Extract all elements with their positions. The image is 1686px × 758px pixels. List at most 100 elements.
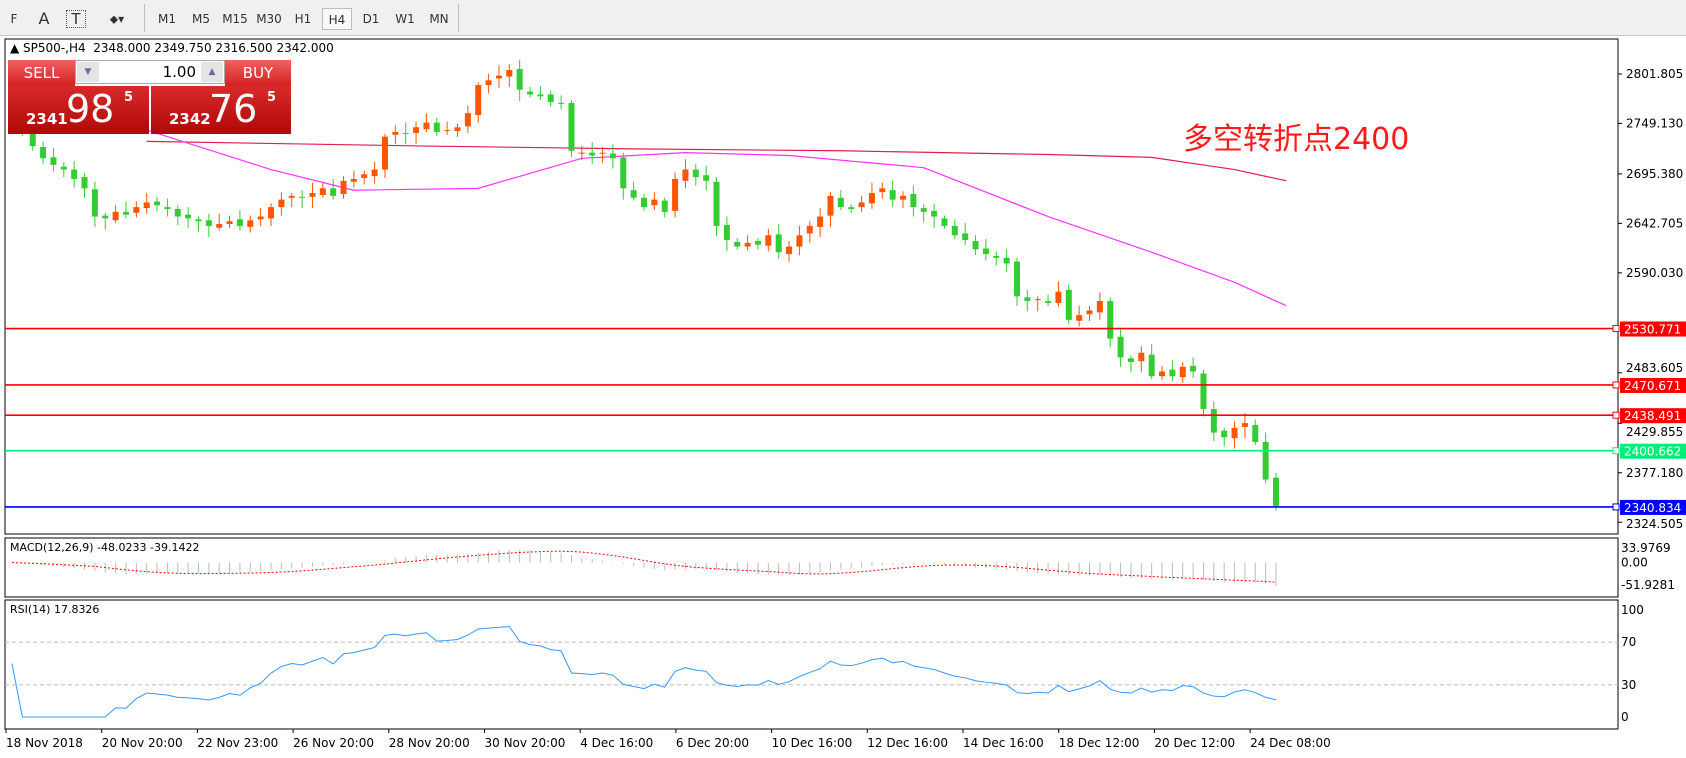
candle-body — [972, 240, 979, 250]
time-label: 14 Dec 16:00 — [963, 736, 1044, 750]
sell-price-main: 98 — [66, 87, 115, 131]
candle-body — [765, 235, 772, 246]
time-label: 26 Nov 20:00 — [293, 736, 374, 750]
sell-price[interactable]: 2341 98 5 — [8, 86, 149, 134]
macd-tick-label: 33.9769 — [1621, 541, 1671, 555]
candle-body — [1262, 441, 1269, 480]
candle-body — [723, 224, 730, 241]
price-label-bg — [1620, 321, 1686, 337]
candle-body — [537, 94, 544, 97]
line-handle — [1612, 447, 1620, 455]
timeframe-mn[interactable]: MN — [429, 12, 449, 26]
candle-body — [1190, 365, 1197, 372]
volume-value[interactable]: 1.00 — [162, 63, 196, 81]
candle-body — [1003, 257, 1010, 264]
price-label: 2530.771 — [1624, 323, 1681, 337]
candle-body — [713, 181, 720, 226]
timeframe-w1[interactable]: W1 — [395, 12, 415, 26]
candle-body — [299, 196, 306, 198]
rsi-pane — [4, 599, 1619, 730]
price-tick-label: 2483.605 — [1626, 361, 1683, 375]
line-handle — [1612, 325, 1620, 333]
time-label: 4 Dec 16:00 — [580, 736, 653, 750]
candle-body — [381, 136, 388, 170]
price-tick-label: 2749.130 — [1626, 116, 1683, 130]
candle-body — [900, 195, 907, 200]
candle-body — [1034, 299, 1041, 301]
price-label-bg — [1620, 408, 1686, 424]
candle-body — [879, 188, 886, 193]
time-label: 30 Nov 20:00 — [485, 736, 566, 750]
line-handle — [1612, 411, 1620, 419]
text-tool-icon[interactable]: A — [38, 9, 50, 28]
symbol-info: SP500-,H4 — [23, 41, 86, 55]
candle-body — [661, 200, 668, 212]
chart-canvas[interactable]: 2801.805 2749.130 2695.380 2642.705 2590.030… — [0, 36, 1686, 755]
candle-body — [1024, 297, 1031, 302]
candle-body — [495, 75, 502, 79]
candle-body — [413, 127, 420, 133]
candle-body — [1148, 354, 1155, 377]
candle-body — [1273, 477, 1279, 506]
candle-body — [599, 152, 606, 154]
candle-body — [620, 157, 627, 189]
ma-slow-line — [146, 140, 1287, 182]
candle-body — [112, 211, 119, 221]
sell-button[interactable]: SELL — [8, 60, 75, 86]
text-label-tool-icon[interactable]: T — [66, 10, 86, 28]
macd-signal-line — [11, 550, 1277, 583]
candle-body — [951, 225, 958, 236]
price-label: 2400.662 — [1624, 445, 1681, 459]
timeframe-m5[interactable]: M5 — [192, 12, 210, 26]
timeframe-h1[interactable]: H1 — [294, 12, 312, 26]
time-label: 24 Dec 08:00 — [1250, 736, 1331, 750]
candle-body — [734, 241, 741, 247]
candle-body — [319, 188, 326, 195]
time-label: 6 Dec 20:00 — [676, 736, 749, 750]
candle-body — [485, 80, 492, 86]
arrows-tool-icon[interactable]: ⬥▾ — [109, 12, 125, 26]
time-label: 18 Dec 12:00 — [1059, 736, 1140, 750]
candle-body — [786, 246, 793, 255]
time-label: 12 Dec 16:00 — [867, 736, 948, 750]
candle-body — [889, 190, 896, 200]
candle-body — [143, 202, 150, 209]
volume-field[interactable]: ▼ 1.00 ▲ — [75, 60, 225, 84]
timeframe-h4[interactable]: H4 — [322, 8, 352, 30]
timeframe-m30[interactable]: M30 — [256, 12, 282, 26]
candle-body — [609, 153, 616, 159]
candle-body — [1252, 425, 1259, 442]
candle-body — [464, 113, 471, 127]
candle-body — [1169, 369, 1176, 377]
macd-tick-label: 0.00 — [1621, 556, 1648, 570]
line-handle — [1612, 381, 1620, 389]
price-tick-label: 2642.705 — [1626, 216, 1683, 230]
buy-price[interactable]: 2342 76 5 — [151, 86, 291, 134]
candle-body — [848, 207, 855, 210]
candle-body — [278, 199, 285, 208]
price-label: 2470.671 — [1624, 379, 1681, 393]
candle-body — [1179, 366, 1186, 378]
volume-decrease-button[interactable]: ▼ — [77, 62, 99, 82]
buy-button[interactable]: BUY — [225, 60, 291, 86]
candle-body — [962, 233, 969, 241]
candle-body — [174, 209, 181, 217]
candle-body — [982, 248, 989, 255]
candle-body — [50, 157, 57, 165]
volume-increase-button[interactable]: ▲ — [201, 62, 223, 82]
timeframe-d1[interactable]: D1 — [362, 12, 380, 26]
fibonacci-fan-icon[interactable]: F — [10, 12, 18, 26]
timeframe-m15[interactable]: M15 — [222, 12, 248, 26]
candle-body — [527, 91, 534, 95]
macd-tick-label: -51.9281 — [1621, 578, 1675, 592]
candle-body — [775, 234, 782, 253]
rsi-tick-label: 70 — [1621, 635, 1636, 649]
timeframe-m1[interactable]: M1 — [158, 12, 176, 26]
chart-window[interactable]: 2801.805 2749.130 2695.380 2642.705 2590.030… — [0, 36, 1686, 755]
candle-body — [433, 122, 440, 132]
rsi-tick-label: 100 — [1621, 603, 1644, 617]
candle-body — [682, 169, 689, 181]
candle-body — [1138, 352, 1145, 362]
candle-body — [330, 188, 337, 196]
price-label-bg — [1620, 377, 1686, 393]
